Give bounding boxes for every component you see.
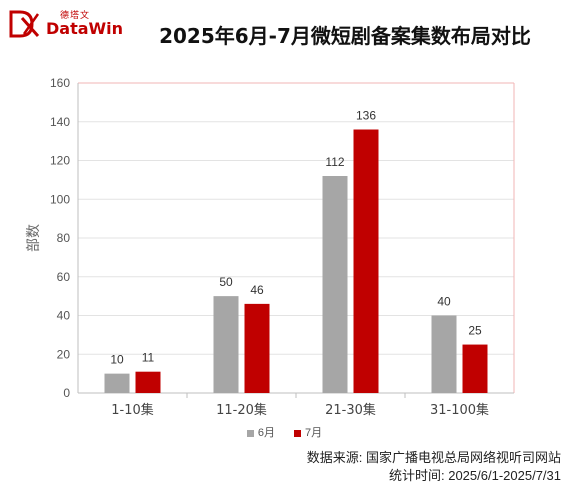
data-label: 10 <box>110 353 124 367</box>
data-label: 112 <box>325 155 344 169</box>
logo-chinese-name: 德塔文 <box>60 10 91 20</box>
legend-swatch-june <box>246 429 254 437</box>
statistics-period-note: 统计时间: 2025/6/1-2025/7/31 <box>389 468 561 483</box>
logo-english-name: DataWin <box>46 19 124 38</box>
bar-june <box>104 373 130 393</box>
legend-item-june: 6月 <box>246 424 275 440</box>
data-label: 50 <box>219 275 233 289</box>
bar-june <box>213 296 239 393</box>
bar-july <box>135 371 161 393</box>
datawin-logo: 德塔文 DataWin <box>8 6 124 44</box>
y-tick-label: 160 <box>50 76 70 90</box>
y-tick-label: 100 <box>50 192 70 206</box>
y-tick-label: 0 <box>63 386 70 400</box>
datawin-logo-mark-icon <box>9 10 40 38</box>
data-label: 40 <box>437 295 451 309</box>
x-tick-label: 11-20集 <box>216 402 267 418</box>
bar-july <box>353 129 379 393</box>
chart-legend: 6月 7月 <box>0 424 569 440</box>
legend-label-june: 6月 <box>257 427 275 439</box>
y-tick-label: 140 <box>50 115 70 129</box>
y-axis-label: 部数 <box>26 224 42 252</box>
data-label: 136 <box>356 109 376 123</box>
data-label: 11 <box>142 351 155 365</box>
x-tick-label: 31-100集 <box>430 402 489 418</box>
bar-june <box>431 315 457 393</box>
data-label: 25 <box>468 324 482 338</box>
x-tick-label: 1-10集 <box>111 402 154 418</box>
legend-label-july: 7月 <box>305 427 323 439</box>
y-tick-label: 40 <box>57 309 71 323</box>
legend-swatch-july <box>294 429 302 437</box>
data-label: 46 <box>250 283 264 297</box>
y-tick-label: 80 <box>57 231 71 245</box>
y-tick-label: 20 <box>57 347 71 361</box>
legend-item-july: 7月 <box>294 424 322 440</box>
bar-july <box>462 344 488 393</box>
chart-title: 2025年6月-7月微短剧备案集数布局对比 <box>159 24 531 48</box>
bar-june <box>322 176 348 393</box>
data-source-note: 数据来源: 国家广播电视总局网络视听司网站 <box>306 450 561 465</box>
x-tick-label: 21-30集 <box>325 402 376 418</box>
y-tick-label: 60 <box>57 270 71 284</box>
bar-july <box>244 303 270 393</box>
y-tick-label: 120 <box>50 154 70 168</box>
footer-notes: 数据来源: 国家广播电视总局网络视听司网站 统计时间: 2025/6/1-202… <box>307 449 561 485</box>
